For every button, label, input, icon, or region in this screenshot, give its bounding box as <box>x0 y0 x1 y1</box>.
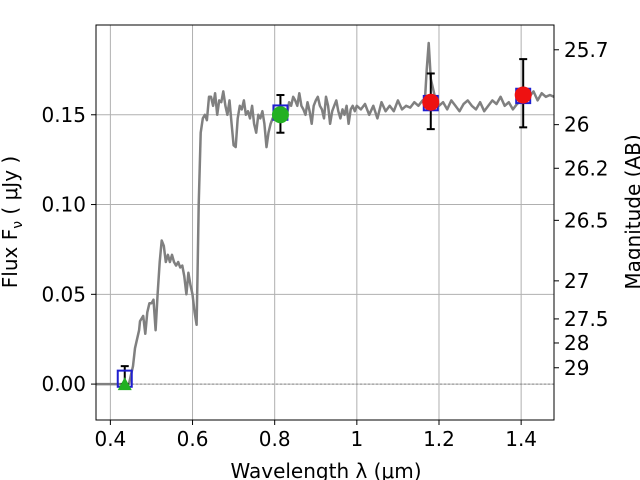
photometry-point <box>514 58 532 129</box>
photometry-point <box>271 94 289 134</box>
photometry-point <box>116 365 133 391</box>
x-tick-label: 0.8 <box>259 427 291 451</box>
observed-flux-circle <box>422 93 440 111</box>
upper-limit-triangle <box>117 377 132 391</box>
y-axis-label-sub: ν <box>10 221 26 229</box>
y-tick-label: 0.15 <box>41 103 86 127</box>
x-tick-label: 1 <box>350 427 363 451</box>
observed-flux-circle <box>514 86 532 104</box>
y2-tick-label: 25.7 <box>564 38 609 62</box>
x-axis-label: Wavelength λ (μm) <box>230 459 421 480</box>
y2-tick-label: 26.5 <box>564 208 609 232</box>
x-axis-ticks: 0.4 0.6 0.8 1 1.2 1.4 <box>94 420 537 451</box>
x-tick-label: 1.2 <box>423 427 455 451</box>
y-tick-label: 0.10 <box>41 193 86 217</box>
spectrum-group <box>96 41 555 386</box>
y2-tick-label: 27.5 <box>564 307 609 331</box>
y-tick-label: 0.05 <box>41 282 86 306</box>
x-tick-label: 1.4 <box>505 427 537 451</box>
y2-tick-label: 27 <box>564 269 589 293</box>
y-tick-label: 0.00 <box>41 372 86 396</box>
observed-flux-circle <box>271 106 289 124</box>
y2-axis-label: Magnitude (AB) <box>621 134 640 289</box>
photometry-points <box>116 58 532 391</box>
y2-tick-label: 26 <box>564 113 589 137</box>
y2-tick-label: 28 <box>564 331 589 355</box>
y-axis-label-unit: ( μJy ) <box>0 156 22 221</box>
plot-frame <box>95 24 555 421</box>
y-axis-label: Flux Fν ( μJy ) <box>0 156 26 288</box>
x-tick-label: 0.6 <box>177 427 209 451</box>
grid <box>96 25 554 420</box>
x-tick-label: 0.4 <box>94 427 126 451</box>
spectrum-line <box>96 41 555 386</box>
y2-tick-label: 26.2 <box>564 156 609 180</box>
y2-tick-label: 29 <box>564 356 589 380</box>
y-axis-ticks: 0.00 0.05 0.10 0.15 <box>41 103 96 396</box>
y-axis-label-main: Flux F <box>0 229 22 288</box>
photometry-point <box>422 72 440 131</box>
